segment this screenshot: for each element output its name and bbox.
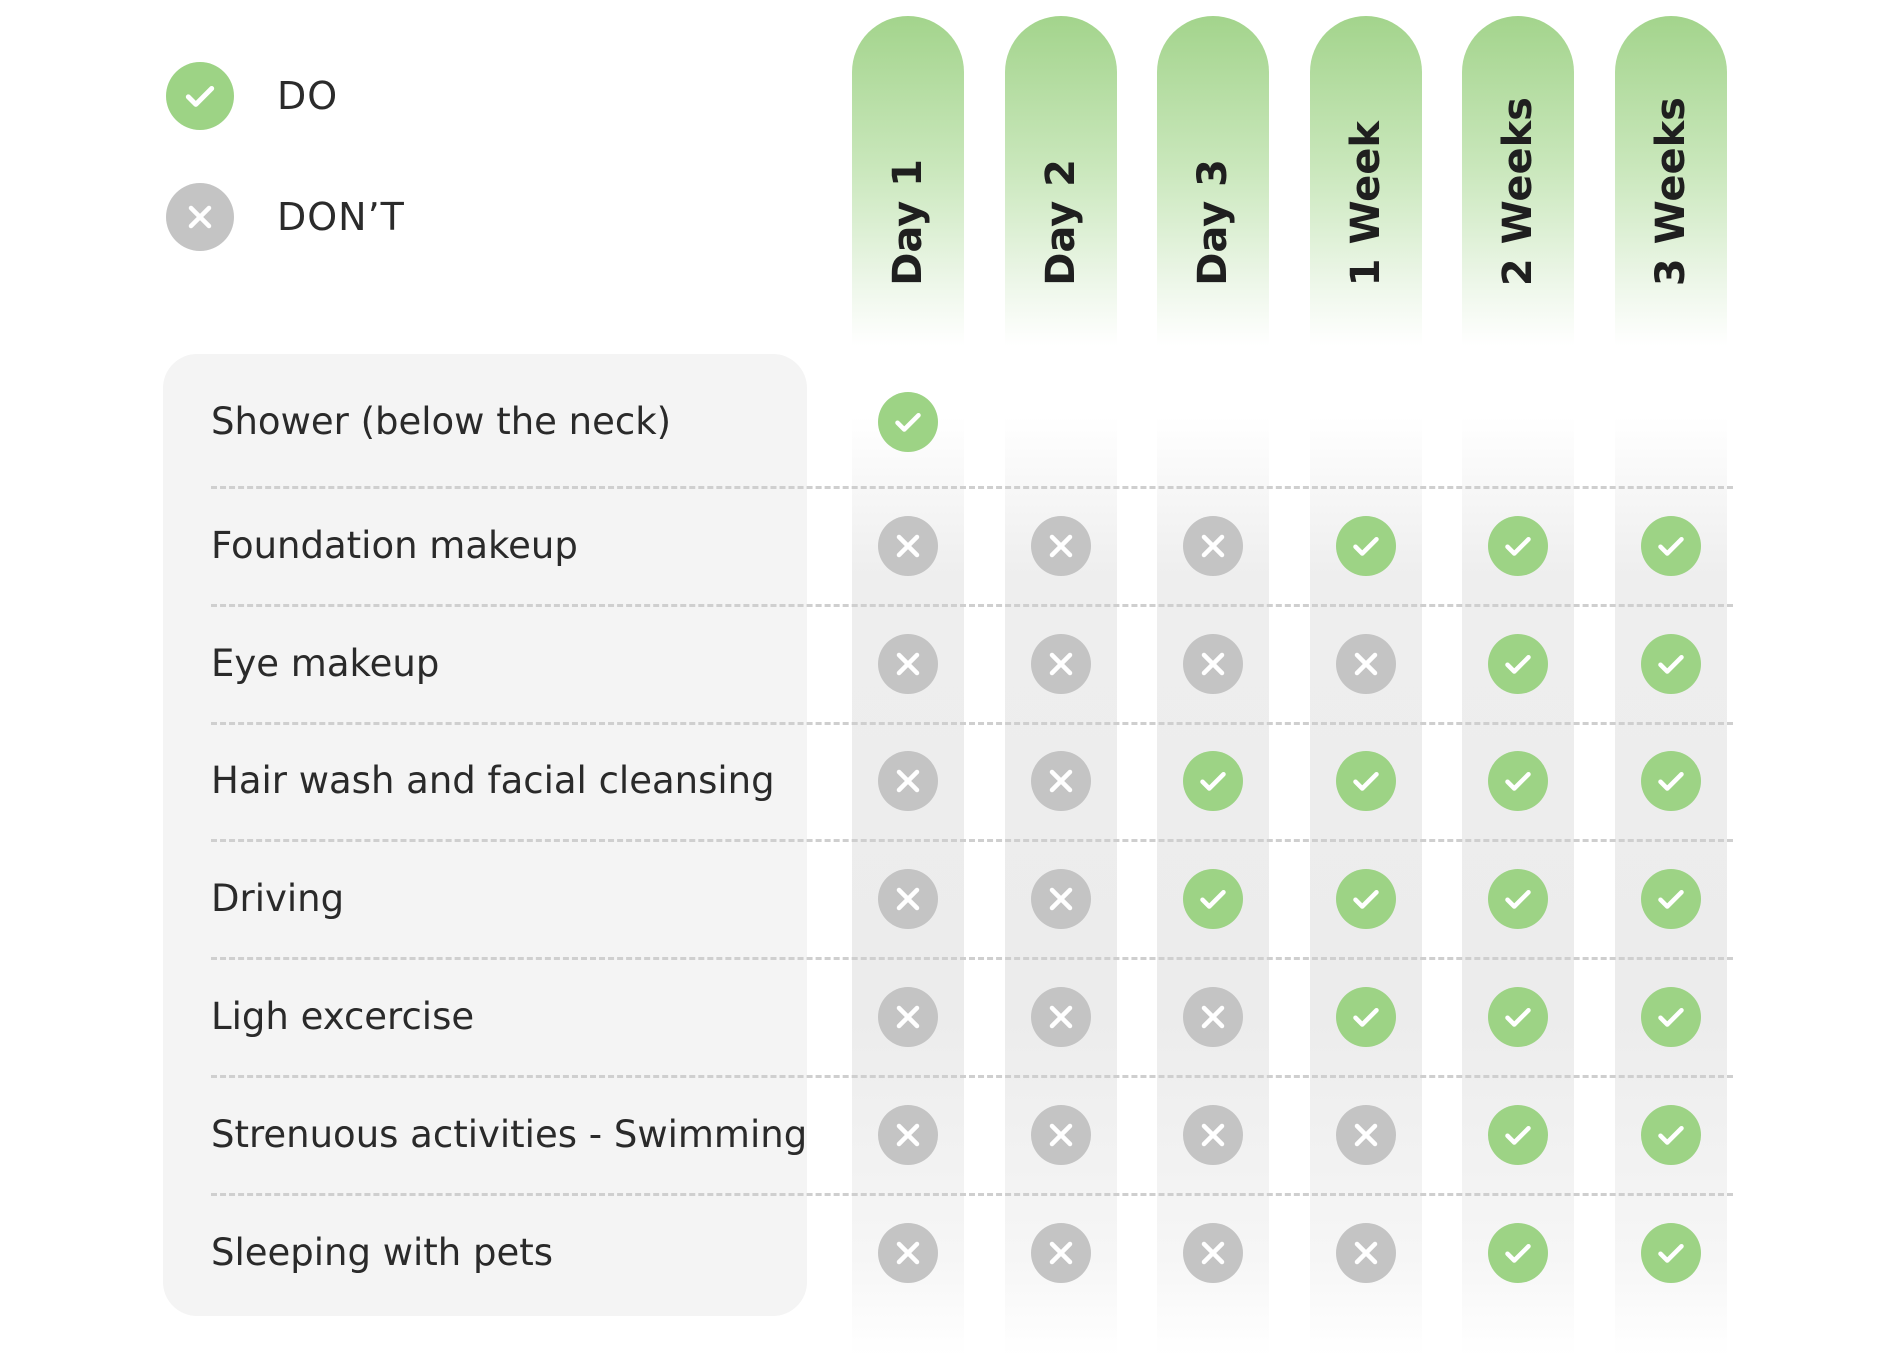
column-header: 2 Weeks <box>1462 16 1574 286</box>
cross-icon <box>1183 1223 1243 1283</box>
check-icon <box>1641 1223 1701 1283</box>
cross-icon <box>166 183 234 251</box>
cross-icon <box>1031 1105 1091 1165</box>
activity-label: Ligh excercise <box>211 995 475 1038</box>
activity-label: Strenuous activities - Swimming <box>211 1113 808 1156</box>
column-header: 3 Weeks <box>1615 16 1727 286</box>
cross-icon <box>878 1223 938 1283</box>
row-divider <box>211 1075 1733 1078</box>
row-divider <box>211 957 1733 960</box>
check-icon <box>878 392 938 452</box>
check-icon <box>1641 516 1701 576</box>
check-icon <box>1641 987 1701 1047</box>
cross-icon <box>1183 1105 1243 1165</box>
column-header-label: Day 2 <box>1038 159 1084 286</box>
legend-do: DO <box>166 62 338 130</box>
legend-dont: DON’T <box>166 183 405 251</box>
activity-label: Shower (below the neck) <box>211 400 672 443</box>
column-header: Day 3 <box>1157 16 1269 286</box>
cross-icon <box>1031 516 1091 576</box>
row-divider <box>211 839 1733 842</box>
legend-dont-label: DON’T <box>277 195 405 239</box>
cross-icon <box>878 1105 938 1165</box>
check-icon <box>1641 634 1701 694</box>
column-header: 1 Week <box>1310 16 1422 286</box>
row-divider <box>211 486 1733 489</box>
cross-icon <box>878 987 938 1047</box>
cross-icon <box>1031 634 1091 694</box>
check-icon <box>1488 1105 1548 1165</box>
cross-icon <box>1336 634 1396 694</box>
check-icon <box>1488 869 1548 929</box>
check-icon <box>1641 1105 1701 1165</box>
check-icon <box>1336 516 1396 576</box>
column-header: Day 2 <box>1005 16 1117 286</box>
cross-icon <box>1031 1223 1091 1283</box>
legend-do-label: DO <box>277 74 339 118</box>
cross-icon <box>878 634 938 694</box>
check-icon <box>1488 1223 1548 1283</box>
cross-icon <box>1336 1223 1396 1283</box>
activities-panel <box>163 354 807 1316</box>
cross-icon <box>1183 987 1243 1047</box>
check-icon <box>1641 869 1701 929</box>
row-divider <box>211 1193 1733 1196</box>
check-icon <box>1488 634 1548 694</box>
column-header-label: 1 Week <box>1343 120 1389 286</box>
check-icon <box>1336 987 1396 1047</box>
cross-icon <box>1031 987 1091 1047</box>
check-icon <box>166 62 234 130</box>
column-header-label: Day 1 <box>885 159 931 286</box>
column-header-label: Day 3 <box>1190 159 1236 286</box>
cross-icon <box>1031 869 1091 929</box>
cross-icon <box>1183 516 1243 576</box>
activity-label: Hair wash and facial cleansing <box>211 759 775 802</box>
check-icon <box>1336 751 1396 811</box>
column-header: Day 1 <box>852 16 964 286</box>
check-icon <box>1488 516 1548 576</box>
activity-label: Eye makeup <box>211 642 440 685</box>
check-icon <box>1183 869 1243 929</box>
check-icon <box>1336 869 1396 929</box>
activity-label: Sleeping with pets <box>211 1231 554 1274</box>
check-icon <box>1488 987 1548 1047</box>
row-divider <box>211 722 1733 725</box>
column-header-label: 2 Weeks <box>1495 96 1541 286</box>
cross-icon <box>878 516 938 576</box>
cross-icon <box>1183 634 1243 694</box>
activity-label: Foundation makeup <box>211 524 578 567</box>
column-header-label: 3 Weeks <box>1648 96 1694 286</box>
cross-icon <box>1336 1105 1396 1165</box>
cross-icon <box>878 751 938 811</box>
check-icon <box>1488 751 1548 811</box>
cross-icon <box>878 869 938 929</box>
check-icon <box>1183 751 1243 811</box>
cross-icon <box>1031 751 1091 811</box>
activity-label: Driving <box>211 877 345 920</box>
check-icon <box>1641 751 1701 811</box>
row-divider <box>211 604 1733 607</box>
